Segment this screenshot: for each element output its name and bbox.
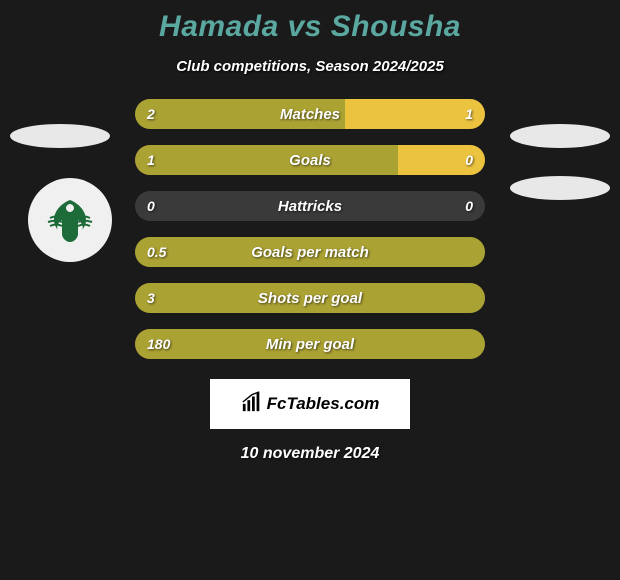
stat-value-left: 0.5 [147,237,166,267]
stat-row: 180Min per goal [135,329,485,359]
subtitle: Club competitions, Season 2024/2025 [176,58,444,75]
bar-chart-icon [241,391,263,418]
stat-row: 10Goals [135,145,485,175]
date-label: 10 november 2024 [241,445,380,463]
stat-value-left: 2 [147,99,155,129]
bar-left [135,99,345,129]
bar-left [135,329,485,359]
stat-value-left: 0 [147,191,155,221]
bar-left [135,145,398,175]
bar-left [135,237,485,267]
stat-value-left: 3 [147,283,155,313]
bar-right [345,99,485,129]
stat-value-left: 1 [147,145,155,175]
fctables-label: FcTables.com [267,394,380,414]
fctables-logo-box: FcTables.com [210,379,410,429]
stat-value-right: 1 [465,99,473,129]
stat-value-right: 0 [465,145,473,175]
stat-row: 3Shots per goal [135,283,485,313]
stats-rows: 21Matches10Goals00Hattricks0.5Goals per … [0,99,620,359]
page-title: Hamada vs Shousha [159,10,461,44]
stat-label: Hattricks [135,191,485,221]
stat-value-left: 180 [147,329,170,359]
stat-value-right: 0 [465,191,473,221]
stat-row: 21Matches [135,99,485,129]
bar-left [135,283,485,313]
stat-row: 0.5Goals per match [135,237,485,267]
stat-row: 0 0Hattricks [135,191,485,221]
